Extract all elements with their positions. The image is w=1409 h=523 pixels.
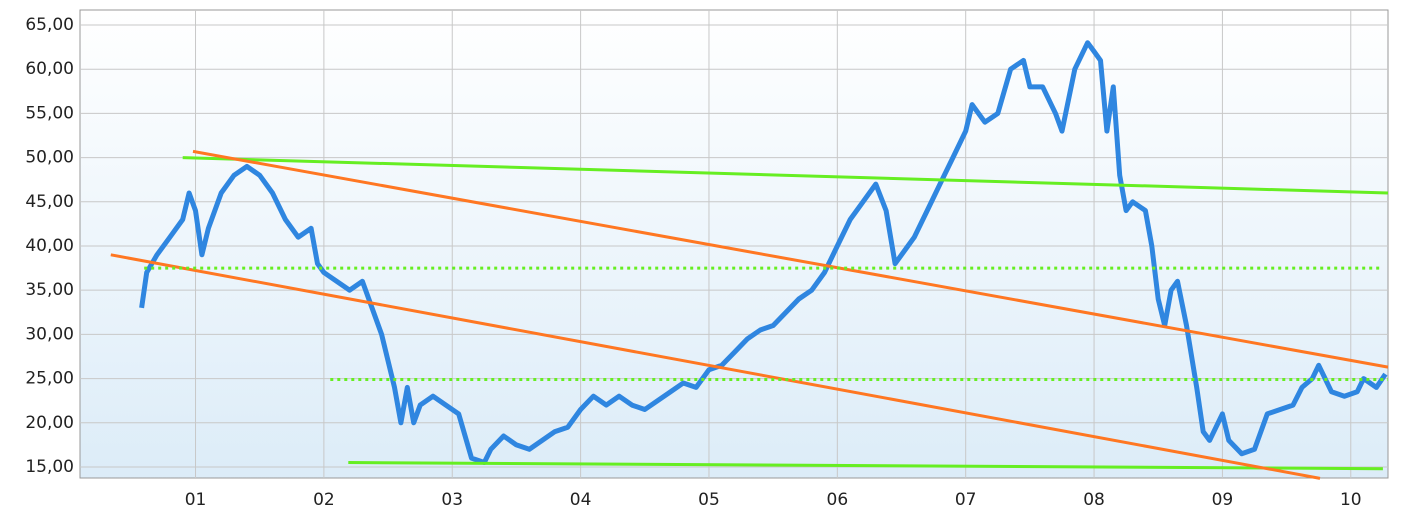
price-line [139, 40, 1388, 465]
y-tick-label: 30,00 [25, 324, 74, 344]
y-tick-label: 25,00 [25, 369, 74, 389]
y-tick-label: 15,00 [25, 457, 74, 477]
x-tick-label: 08 [1083, 490, 1105, 510]
y-tick-label: 35,00 [25, 280, 74, 300]
y-tick-label: 20,00 [25, 413, 74, 433]
x-tick-label: 10 [1340, 490, 1362, 510]
trend-line [110, 253, 1321, 480]
x-tick-label: 01 [185, 490, 207, 510]
y-tick-label: 50,00 [25, 148, 74, 168]
plot-area [79, 9, 1389, 479]
y-tick-label: 65,00 [25, 15, 74, 35]
x-tick-label: 02 [313, 490, 335, 510]
trend-line [182, 156, 1389, 195]
x-tick-label: 04 [570, 490, 592, 510]
y-tick-label: 40,00 [25, 236, 74, 256]
trend-line [192, 149, 1389, 369]
x-tick-label: 06 [827, 490, 849, 510]
y-tick-label: 45,00 [25, 192, 74, 212]
trend-line [348, 461, 1383, 471]
x-tick-label: 03 [441, 490, 463, 510]
x-tick-label: 09 [1212, 490, 1234, 510]
x-tick-label: 05 [698, 490, 720, 510]
y-tick-label: 60,00 [25, 59, 74, 79]
y-tick-label: 55,00 [25, 103, 74, 123]
x-tick-label: 07 [955, 490, 977, 510]
